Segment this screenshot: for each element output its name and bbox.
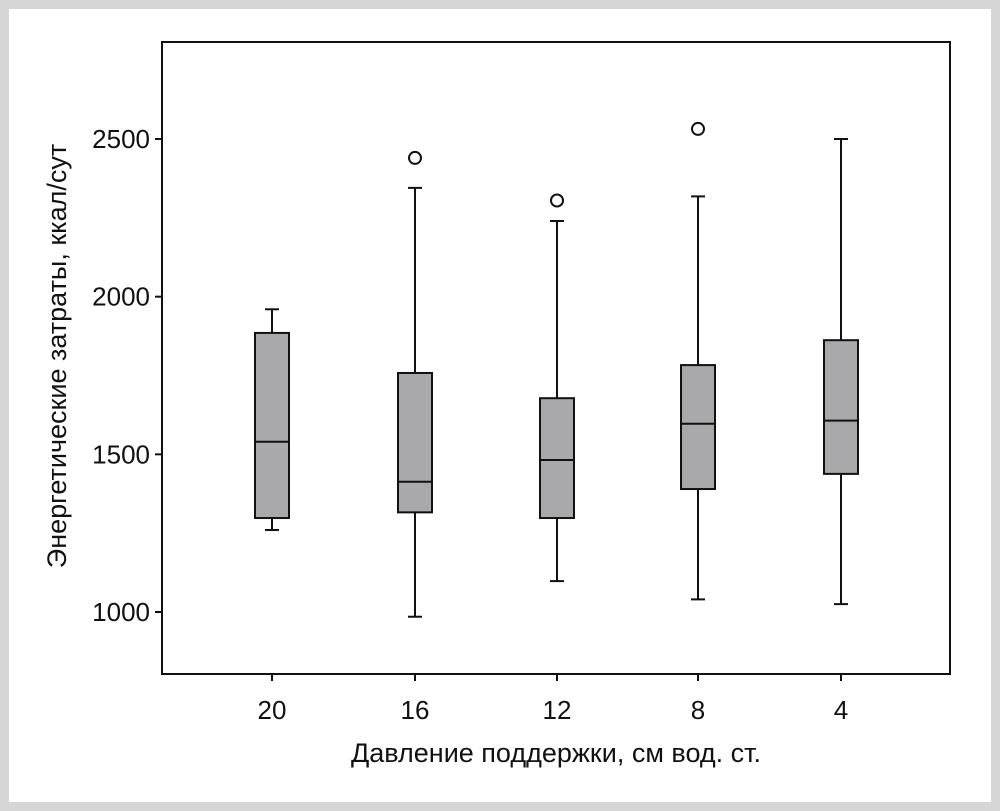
boxes-layer: [254, 121, 859, 618]
y-tick-label: 1500: [92, 439, 150, 469]
x-tick-label: 4: [834, 695, 848, 725]
iqr-box: [254, 331, 290, 520]
x-tick-label: 20: [258, 695, 287, 725]
x-axis-title: Давление поддержки, см вод. ст.: [351, 738, 761, 768]
y-axis: 1000 1500 2000 2500: [92, 124, 162, 627]
outlier-point: [550, 193, 564, 208]
outlier-point: [691, 121, 705, 136]
box-group: [397, 150, 433, 618]
box-group: [823, 138, 859, 606]
x-tick-label: 12: [543, 695, 572, 725]
iqr-box: [680, 364, 716, 491]
iqr-box: [539, 397, 575, 520]
box-group: [539, 193, 575, 583]
box-group: [254, 308, 290, 532]
x-tick-label: 8: [691, 695, 705, 725]
iqr-box: [823, 339, 859, 475]
box-group: [680, 121, 716, 601]
y-axis-title: Энергетические затраты, ккал/сут: [42, 144, 72, 568]
y-tick-label: 2500: [92, 124, 150, 154]
y-tick-label: 1000: [92, 597, 150, 627]
outlier-point: [408, 150, 422, 165]
x-axis: 20 16 12 8 4: [258, 674, 848, 725]
iqr-box: [397, 371, 433, 514]
y-tick-label: 2000: [92, 282, 150, 312]
x-tick-label: 16: [401, 695, 430, 725]
